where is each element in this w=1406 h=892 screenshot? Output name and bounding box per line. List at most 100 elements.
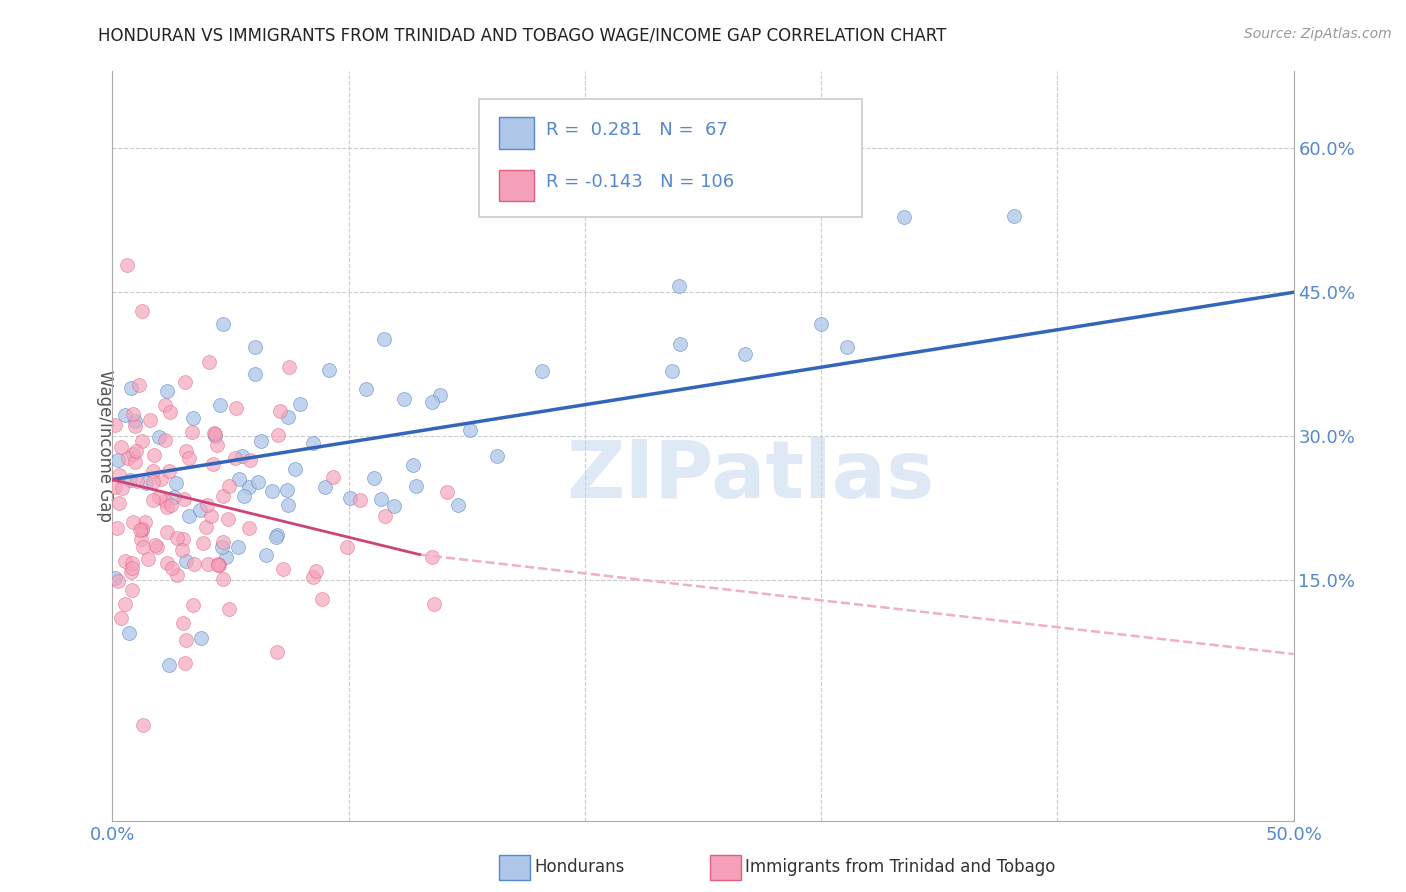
Point	[420, 394, 443, 409]
Text: Hondurans: Hondurans	[534, 858, 624, 876]
Point	[226, 541, 249, 555]
Point	[314, 480, 336, 494]
Point	[114, 554, 136, 568]
Point	[142, 492, 165, 507]
Point	[107, 453, 129, 467]
Point	[125, 443, 148, 458]
Point	[436, 484, 458, 499]
Point	[370, 491, 392, 506]
FancyBboxPatch shape	[499, 169, 534, 201]
Point	[195, 499, 218, 513]
Point	[157, 657, 180, 672]
Point	[269, 403, 291, 417]
Point	[238, 521, 260, 535]
Point	[142, 475, 165, 490]
Point	[156, 524, 179, 539]
Point	[136, 551, 159, 566]
Point	[117, 450, 139, 465]
Point	[104, 571, 127, 585]
Point	[180, 425, 202, 440]
Point	[336, 541, 359, 555]
Point	[228, 472, 250, 486]
Point	[267, 428, 290, 442]
Point	[143, 538, 166, 552]
Point	[217, 512, 239, 526]
Point	[273, 562, 295, 576]
Point	[207, 558, 229, 573]
Point	[322, 469, 344, 483]
Point	[177, 451, 200, 466]
Point	[224, 450, 246, 465]
Point	[148, 430, 170, 444]
Text: Source: ZipAtlas.com: Source: ZipAtlas.com	[1244, 27, 1392, 41]
Point	[104, 417, 127, 432]
Point	[117, 258, 139, 272]
Point	[124, 455, 146, 469]
Point	[373, 332, 395, 346]
Point	[260, 483, 283, 498]
Point	[181, 598, 204, 612]
Point	[156, 500, 179, 514]
Point	[142, 464, 165, 478]
Point	[153, 433, 176, 447]
Point	[734, 347, 756, 361]
Point	[104, 480, 127, 494]
Point	[311, 591, 333, 606]
Point	[121, 560, 143, 574]
Point	[124, 419, 146, 434]
Point	[131, 522, 153, 536]
Point	[190, 631, 212, 645]
Point	[105, 521, 128, 535]
Point	[111, 481, 134, 495]
Point	[132, 718, 155, 732]
Text: Immigrants from Trinidad and Tobago: Immigrants from Trinidad and Tobago	[745, 858, 1056, 876]
Point	[166, 567, 188, 582]
Point	[200, 508, 222, 523]
Point	[121, 556, 143, 570]
Point	[382, 499, 405, 513]
Point	[420, 550, 443, 565]
Point	[212, 489, 235, 503]
Point	[318, 363, 340, 377]
Point	[207, 558, 229, 572]
Point	[183, 558, 205, 572]
Point	[277, 498, 299, 512]
Point	[405, 479, 427, 493]
Point	[661, 364, 683, 378]
Point	[211, 540, 233, 554]
Point	[276, 483, 298, 497]
Point	[117, 626, 139, 640]
Point	[128, 378, 150, 392]
Point	[195, 520, 218, 534]
Point	[264, 530, 287, 544]
Point	[120, 565, 142, 579]
Point	[188, 503, 211, 517]
Point	[160, 499, 183, 513]
Point	[531, 364, 554, 378]
Text: ZIPatlas: ZIPatlas	[567, 437, 935, 515]
Point	[139, 413, 162, 427]
Point	[339, 491, 361, 505]
Point	[211, 534, 233, 549]
Point	[837, 340, 859, 354]
Point	[354, 383, 377, 397]
Point	[110, 611, 132, 625]
Point	[156, 384, 179, 398]
Point	[1002, 209, 1025, 223]
Point	[278, 359, 301, 374]
Point	[239, 453, 262, 467]
Point	[124, 415, 146, 429]
Point	[290, 397, 312, 411]
Point	[349, 493, 371, 508]
Point	[211, 317, 233, 331]
Point	[122, 447, 145, 461]
Point	[166, 531, 188, 545]
Point	[121, 408, 143, 422]
Point	[422, 597, 444, 611]
Point	[246, 475, 269, 489]
Point	[204, 429, 226, 443]
Point	[266, 528, 288, 542]
Point	[131, 523, 153, 537]
Point	[129, 524, 152, 538]
Point	[134, 515, 156, 529]
